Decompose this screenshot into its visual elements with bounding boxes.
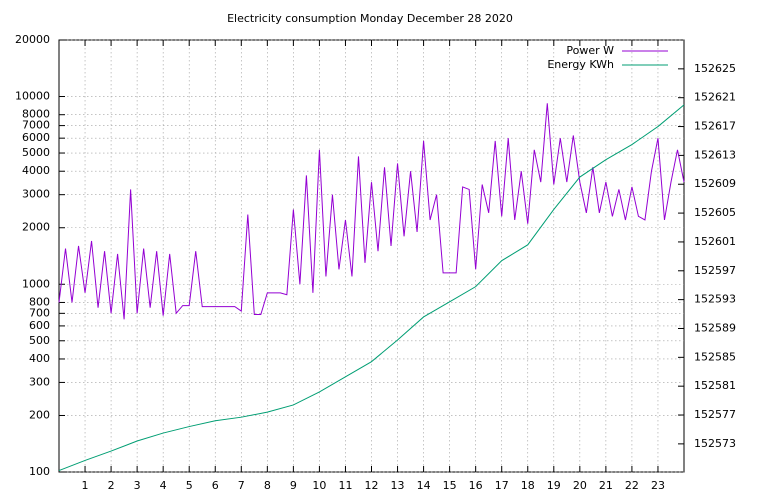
x-tick-label: 1 <box>82 479 89 492</box>
x-tick-label: 19 <box>547 479 561 492</box>
y-tick-label: 5000 <box>22 146 50 159</box>
x-tick-label: 20 <box>573 479 587 492</box>
legend-label: Power W <box>566 44 614 57</box>
y-tick-label: 7000 <box>22 119 50 132</box>
x-tick-label: 18 <box>521 479 535 492</box>
y2-tick-label: 152585 <box>694 350 736 363</box>
y2-tick-label: 152573 <box>694 437 736 450</box>
y-tick-label: 6000 <box>22 131 50 144</box>
y-tick-label: 4000 <box>22 164 50 177</box>
x-tick-label: 2 <box>108 479 115 492</box>
x-tick-label: 15 <box>443 479 457 492</box>
y2-tick-label: 152601 <box>694 235 736 248</box>
series-line <box>58 103 685 320</box>
x-tick-label: 8 <box>264 479 271 492</box>
y2-tick-label: 152609 <box>694 177 736 190</box>
y2-tick-label: 152613 <box>694 148 736 161</box>
x-tick-label: 14 <box>417 479 431 492</box>
y-tick-label: 100 <box>29 465 50 478</box>
x-tick-label: 7 <box>238 479 245 492</box>
x-tick-label: 22 <box>625 479 639 492</box>
x-tick-label: 9 <box>290 479 297 492</box>
y2-tick-label: 152625 <box>694 62 736 75</box>
y-tick-label: 20000 <box>15 33 50 46</box>
y-tick-label: 1000 <box>22 277 50 290</box>
y2-tick-label: 152581 <box>694 379 736 392</box>
y-tick-label: 300 <box>29 375 50 388</box>
x-tick-label: 10 <box>312 479 326 492</box>
y2-tick-label: 152597 <box>694 264 736 277</box>
y2-tick-label: 152589 <box>694 321 736 334</box>
y-tick-label: 200 <box>29 408 50 421</box>
legend-label: Energy KWh <box>547 58 614 71</box>
x-tick-label: 11 <box>338 479 352 492</box>
x-tick-label: 13 <box>391 479 405 492</box>
x-tick-label: 12 <box>365 479 379 492</box>
y-tick-label: 800 <box>29 295 50 308</box>
y2-tick-label: 152605 <box>694 206 736 219</box>
x-tick-label: 3 <box>134 479 141 492</box>
x-tick-label: 23 <box>651 479 665 492</box>
series-line <box>58 104 685 472</box>
y-tick-label: 700 <box>29 306 50 319</box>
y-tick-label: 2000 <box>22 221 50 234</box>
x-tick-label: 21 <box>599 479 613 492</box>
y-tick-label: 10000 <box>15 90 50 103</box>
x-tick-label: 5 <box>186 479 193 492</box>
y-tick-label: 500 <box>29 334 50 347</box>
x-tick-label: 17 <box>495 479 509 492</box>
x-tick-label: 6 <box>212 479 219 492</box>
y-tick-label: 400 <box>29 352 50 365</box>
y2-tick-label: 152593 <box>694 293 736 306</box>
y2-tick-label: 152577 <box>694 408 736 421</box>
x-tick-label: 4 <box>160 479 167 492</box>
y-tick-label: 3000 <box>22 188 50 201</box>
y2-tick-label: 152621 <box>694 91 736 104</box>
y-tick-label: 8000 <box>22 108 50 121</box>
x-tick-label: 16 <box>469 479 483 492</box>
y-tick-label: 600 <box>29 319 50 332</box>
y2-tick-label: 152617 <box>694 120 736 133</box>
chart-title: Electricity consumption Monday December … <box>227 12 513 25</box>
